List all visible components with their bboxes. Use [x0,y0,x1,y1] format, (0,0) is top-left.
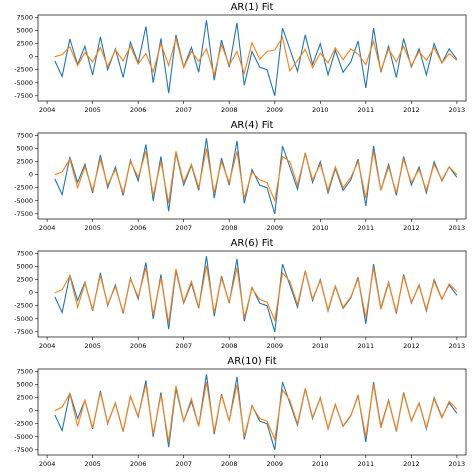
chart-title: AR(1) Fit [231,2,274,13]
y-tick-label: -2500 [14,66,33,74]
x-tick-label: 2012 [403,106,420,114]
x-tick-label: 2009 [266,460,283,468]
x-tick-label: 2004 [39,342,56,350]
y-tick-label: 7500 [16,132,33,140]
x-tick-label: 2011 [358,224,375,232]
series-line [54,265,458,324]
x-tick-label: 2013 [449,460,466,468]
y-tick-label: -7500 [14,92,33,100]
x-tick-label: 2006 [130,106,147,114]
y-tick-label: 5000 [16,27,33,35]
x-tick-label: 2010 [312,106,329,114]
x-tick-label: 2006 [130,460,147,468]
y-tick-label: 5000 [16,263,33,271]
plot-frame [37,14,467,102]
y-tick-label: 0 [29,171,33,179]
y-tick-label: -7500 [14,328,33,336]
x-tick-label: 2008 [221,342,238,350]
x-tick-label: 2005 [84,460,101,468]
y-tick-label: -2500 [14,420,33,428]
x-tick-label: 2004 [39,460,56,468]
chart-title: AR(4) Fit [231,120,274,131]
x-tick-label: 2012 [403,224,420,232]
plot-frame [37,368,467,456]
x-tick-label: 2010 [312,342,329,350]
x-tick-label: 2013 [449,342,466,350]
series-line [54,148,458,204]
x-tick-label: 2007 [175,342,192,350]
x-tick-label: 2007 [175,224,192,232]
x-tick-label: 2008 [221,106,238,114]
y-tick-label: 0 [29,407,33,415]
x-tick-label: 2005 [84,342,101,350]
chart-title: AR(6) Fit [231,238,274,249]
y-tick-label: 7500 [16,14,33,22]
y-tick-label: -5000 [14,433,33,441]
x-tick-label: 2013 [449,106,466,114]
x-tick-label: 2006 [130,342,147,350]
series-line [54,381,458,443]
y-tick-label: -7500 [14,446,33,454]
y-tick-label: 0 [29,289,33,297]
x-tick-label: 2007 [175,460,192,468]
x-tick-label: 2012 [403,460,420,468]
x-tick-label: 2006 [130,224,147,232]
y-tick-label: 2500 [16,40,33,48]
x-tick-label: 2013 [449,224,466,232]
x-tick-label: 2010 [312,224,329,232]
y-tick-label: -7500 [14,210,33,218]
x-tick-label: 2008 [221,224,238,232]
plot-frame [37,250,467,338]
y-tick-label: 7500 [16,250,33,258]
x-tick-label: 2011 [358,106,375,114]
x-tick-label: 2009 [266,342,283,350]
y-tick-label: 2500 [16,158,33,166]
x-tick-label: 2010 [312,460,329,468]
y-tick-label: -5000 [14,197,33,205]
y-tick-label: 2500 [16,276,33,284]
x-tick-label: 2009 [266,224,283,232]
x-tick-label: 2005 [84,224,101,232]
y-tick-label: 2500 [16,394,33,402]
y-tick-label: 5000 [16,145,33,153]
y-tick-label: 0 [29,53,33,61]
x-tick-label: 2007 [175,106,192,114]
y-tick-label: -2500 [14,184,33,192]
x-tick-label: 2011 [358,342,375,350]
series-line [54,35,458,78]
y-tick-label: -5000 [14,79,33,87]
x-tick-label: 2012 [403,342,420,350]
y-tick-label: 5000 [16,381,33,389]
x-tick-label: 2011 [358,460,375,468]
x-tick-label: 2008 [221,460,238,468]
series-line [54,20,458,96]
x-tick-label: 2005 [84,106,101,114]
x-tick-label: 2004 [39,224,56,232]
chart-title: AR(10) Fit [227,356,276,367]
plot-frame [37,132,467,220]
y-tick-label: -2500 [14,302,33,310]
x-tick-label: 2009 [266,106,283,114]
y-tick-label: 7500 [16,368,33,376]
x-tick-label: 2004 [39,106,56,114]
y-tick-label: -5000 [14,315,33,323]
